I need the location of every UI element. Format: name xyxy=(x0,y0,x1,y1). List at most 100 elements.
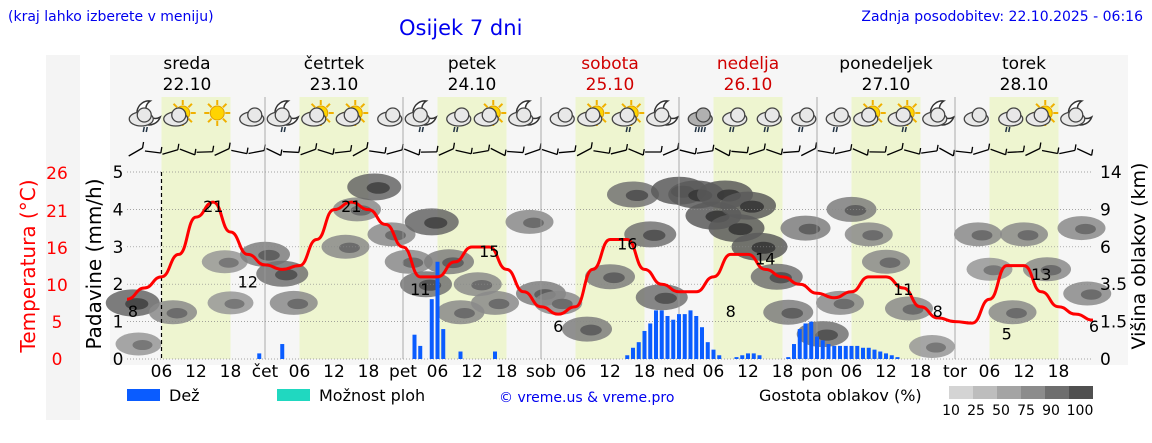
rain-bar xyxy=(665,315,670,359)
sun-cloud-icon xyxy=(335,100,369,127)
wind-barb-tick xyxy=(280,149,283,156)
cloud-shape xyxy=(895,107,911,123)
wind-barb xyxy=(1007,150,1024,154)
rain-bar xyxy=(705,342,710,359)
sun-cloud-icon xyxy=(301,100,334,127)
cloud-core xyxy=(740,200,764,213)
density-value: 90 xyxy=(1042,403,1060,419)
rain-drop xyxy=(729,126,732,133)
x-tick-label: 06 xyxy=(289,362,311,382)
rain-bar xyxy=(878,351,883,359)
rain-drop xyxy=(142,126,145,133)
rain-bar xyxy=(826,344,831,359)
cloud-core xyxy=(166,308,188,319)
wind-barb xyxy=(144,150,161,154)
wind-barb xyxy=(162,149,178,155)
wind-barb-tick xyxy=(1074,144,1077,151)
x-tick-label: 06 xyxy=(151,362,173,382)
left-axis-panel xyxy=(46,55,80,420)
wind-barb xyxy=(834,149,851,155)
cloud-shape xyxy=(481,107,497,123)
sun-cloud-drizzle-icon xyxy=(611,100,645,133)
wind-barb xyxy=(679,149,696,155)
wind-barb xyxy=(507,150,524,154)
sun-ray xyxy=(1035,103,1041,109)
region-menu-note[interactable]: (kraj lahko izberete v meniju) xyxy=(8,9,214,25)
temperature-label: 12 xyxy=(238,272,258,291)
rain-bar xyxy=(493,351,497,359)
weather-icon-row xyxy=(128,100,1094,133)
temperature-label: 11 xyxy=(410,280,430,299)
cloud-core xyxy=(424,217,448,229)
cloud-core xyxy=(879,257,901,268)
x-tick-label: 12 xyxy=(737,362,759,382)
rain-drop xyxy=(700,126,703,133)
rain-drop xyxy=(763,126,766,133)
wind-barb xyxy=(490,147,506,157)
cloud-core xyxy=(926,342,946,353)
wind-barb xyxy=(558,150,575,154)
cloud-core xyxy=(454,308,475,319)
rain-bar xyxy=(677,314,681,359)
cloud-core xyxy=(781,307,804,319)
sun-ray xyxy=(187,103,193,109)
temperature-label: 21 xyxy=(341,197,361,216)
cloud-shape xyxy=(171,107,187,123)
sun-ray xyxy=(310,103,316,109)
wind-barb xyxy=(783,150,800,154)
wind-barb xyxy=(334,150,351,154)
rain-drop xyxy=(1005,126,1008,133)
temperature-label: 13 xyxy=(1031,265,1051,284)
cloud-drizzle-icon xyxy=(998,107,1024,133)
wind-barb-tick xyxy=(315,143,318,150)
sun-ray xyxy=(360,103,366,109)
wind-barb-tick xyxy=(1039,142,1042,149)
rain-bar xyxy=(832,345,837,359)
cloud-shape xyxy=(764,107,780,123)
temperature-label: 6 xyxy=(1089,317,1099,336)
precipitation-tick: 0 xyxy=(113,350,124,370)
wind-barb-tick xyxy=(832,147,836,154)
sun-cloud-icon xyxy=(163,100,196,127)
density-value: 50 xyxy=(992,403,1010,419)
wind-barb xyxy=(248,149,265,155)
wind-barb-tick xyxy=(574,145,577,152)
day-name: ponedeljek xyxy=(839,54,933,74)
wind-barb xyxy=(886,148,903,156)
rain-drop xyxy=(703,126,706,133)
cloud-core xyxy=(815,329,838,341)
sun-ray xyxy=(601,117,607,123)
rain-bar xyxy=(280,344,285,359)
wind-barb-tick xyxy=(814,142,818,149)
shower-swatch xyxy=(277,389,310,401)
wind-barb-tick xyxy=(590,142,593,149)
cloud-core xyxy=(1017,230,1039,241)
rain-bar xyxy=(815,336,819,359)
day-date: 26.10 xyxy=(724,75,773,95)
day-name: sobota xyxy=(581,54,639,74)
day-date: 28.10 xyxy=(1000,75,1049,95)
wind-barb-tick xyxy=(1022,145,1026,152)
cloud-height-tick: 14 xyxy=(1100,163,1122,183)
wind-barb-tick xyxy=(1005,148,1008,155)
wind-barb-tick xyxy=(211,145,215,152)
rain-bar xyxy=(884,353,888,359)
night-cloud-drizzle-icon xyxy=(128,100,162,133)
wind-barb-tick xyxy=(660,145,663,153)
wind-barb-tick xyxy=(884,146,888,153)
rain-drop xyxy=(901,126,904,133)
wind-barb-tick xyxy=(556,148,559,155)
wind-barb-tick xyxy=(246,147,249,154)
cloud-core xyxy=(125,298,149,310)
rain-drop xyxy=(283,126,286,133)
density-value: 100 xyxy=(1067,403,1094,419)
rain-bar xyxy=(659,310,664,359)
credit-link[interactable]: © vreme.us & vreme.pro xyxy=(499,390,674,406)
wind-barb xyxy=(714,147,730,157)
rain-drop xyxy=(832,126,835,133)
x-tick-label: 06 xyxy=(703,362,725,382)
rain-bar xyxy=(809,321,814,359)
sun-cloud-drizzle-icon xyxy=(887,100,921,133)
cloud-core xyxy=(1075,223,1096,235)
